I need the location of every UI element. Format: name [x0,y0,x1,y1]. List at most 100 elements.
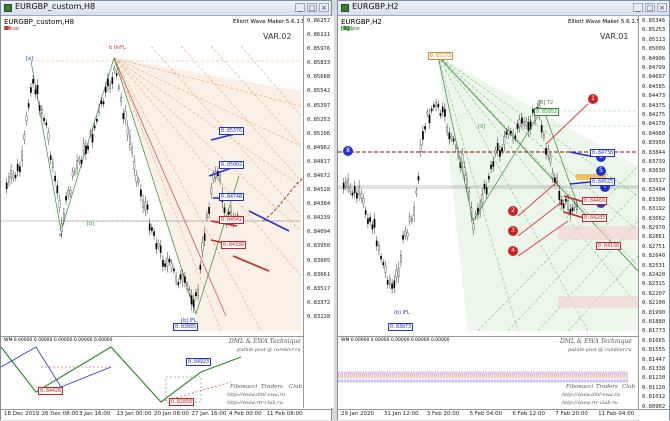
wave-label-button[interactable]: [XX] [341,26,353,32]
price-tick: 0.84528 [307,187,331,194]
wave-label-button[interactable]: [W] [341,26,351,32]
wave-label-button[interactable]: Minute [341,26,360,32]
sub-window[interactable]: WM 0.00000 0.00000 0.00000 0.00000 0.000… [1,336,303,410]
wave-label-button[interactable]: [3] [341,26,349,32]
candle-body [576,206,578,211]
wave-label-button[interactable]: [2] [341,26,349,32]
close-button[interactable]: × [657,3,667,12]
price-tick: 0.83517 [307,285,331,292]
wave-label-button[interactable]: E [4,26,8,32]
wave-label-button[interactable]: [X] [341,26,350,32]
wave-label-button[interactable]: [1] [341,26,349,32]
wave-label-button[interactable]: D [4,26,9,32]
variant-label: VAR.01 [600,32,629,41]
wave-label-button[interactable]: [5] [341,26,349,32]
wave-label-button[interactable]: 1 [4,26,8,32]
time-tick: 31 Jan 12:00 [383,411,419,417]
window-titlebar[interactable]: EURGBP_custom,H8 _ □ × [1,1,331,16]
price-box: 0.84138 [596,242,622,250]
wave-label-button[interactable]: [B] [341,26,350,32]
maximize-button[interactable]: □ [645,3,655,12]
wave-label-button[interactable]: [4] [341,26,349,32]
wave-label-button[interactable]: Minor [4,26,20,32]
candle-body [25,115,28,122]
chart-window-right[interactable]: EURGBP,H2 _ □ × [337,0,670,421]
wave-label-button[interactable]: [C] [341,26,350,32]
candle-body [175,275,177,282]
price-chart[interactable]: EURGBP,H2 Elliott Wave Maker 5.6.1.5 VAR… [338,16,669,421]
price-tick: 0.84672 [307,173,331,179]
candle-body [501,147,503,152]
candle-body [71,171,74,177]
candle-body [342,182,345,189]
maximize-button[interactable]: □ [307,3,317,12]
price-tick: 0.82315 [642,281,666,288]
wave-label-button[interactable]: 4 [4,26,8,32]
candle-body [547,149,550,156]
wave-label-button[interactable]: Y [4,26,8,32]
wave-marker-red[interactable]: 1 [588,94,598,104]
wave-marker-red[interactable]: 3 [508,226,518,236]
candle-body [74,170,76,174]
wave-label-button[interactable]: [E] [341,26,349,32]
wave-label-button[interactable]: [Y] [341,26,349,32]
candle-body [554,177,556,183]
trend-line-red[interactable] [113,57,227,317]
wave-label-button[interactable]: [D] [341,26,350,32]
chart-icon [4,4,12,12]
price-tick: 0.81230 [642,375,666,382]
candle-body [179,274,182,280]
candle-body [393,280,396,289]
time-axis[interactable]: 29 Jan 2020 31 Jan 12:00 3 Feb 20:00 5 Feb … [338,409,669,420]
wave-marker-blue[interactable]: 5 [596,166,606,176]
wave-label-button[interactable]: X [4,26,8,32]
wave-label-button[interactable]: Z [4,26,8,32]
sub-window-label: WM 0.00000 0.00000 0.00000 0.00000 0.000… [4,338,113,343]
chart-window-left[interactable]: EURGBP_custom,H8 _ □ × [0,0,334,420]
wave-label-button[interactable]: B [4,26,8,32]
wave-label-button[interactable]: [Z] [341,26,350,32]
candle-body [408,216,411,222]
wave-label-button[interactable]: A [4,26,8,32]
price-tick: 0.81447 [642,356,666,363]
close-button[interactable]: × [319,3,329,12]
price-axis[interactable]: 0.85346 0.85253 0.85113 0.85009 0.84906 0.847… [638,16,669,421]
candle-body [499,150,501,157]
price-chart[interactable]: EURGBP_custom,H8 Elliott Wave Maker 5.6.… [1,16,334,420]
wave-label-button[interactable]: [Z] [341,26,350,32]
time-axis[interactable]: 18 Dec 2019 26 Dec 08:00 3 Jan 16:00 13 Jan… [1,409,331,420]
wave-marker-blue[interactable]: 7 [600,182,610,192]
sub-window[interactable]: WM 0.00000 0.00000 0.00000 0.00000 0.000… [338,336,638,410]
chart-canvas[interactable] [338,16,638,336]
time-tick: 20 Jan 08:00 [154,411,189,417]
wave-label-button[interactable]: 2 [4,26,8,32]
candle-body [521,117,523,124]
price-tick: 0.84962 [307,144,331,151]
price-tick: 0.82970 [642,224,666,231]
candle-body [367,218,369,224]
price-tick: 0.83950 [642,140,666,147]
target-zone [576,174,606,180]
time-tick: 6 Feb 12:00 [512,411,546,417]
wave-label-button[interactable]: [A] [341,26,350,32]
chart-canvas[interactable] [1,16,303,336]
minimize-button[interactable]: _ [295,3,305,12]
minimize-button[interactable]: _ [633,3,643,12]
wave-marker-red[interactable]: 4 [508,246,518,256]
link-marker[interactable]: 8 [343,146,353,156]
wave-label-button[interactable]: Z [4,26,8,32]
price-box: 0.82858 [169,398,195,406]
wave-label-button[interactable]: W [4,26,10,32]
price-tick: 0.85113 [642,36,666,43]
candle-body [126,126,129,135]
wave-label-button[interactable]: 3 [4,26,8,32]
price-tick: 0.81338 [642,365,666,372]
price-axis[interactable]: 0.86257 0.86111 0.85976 0.85833 0.85688 0.855… [303,16,334,408]
wave-label-button[interactable]: C [4,26,8,32]
wave-label-button[interactable]: XX [4,26,12,32]
wave-marker-red[interactable]: 2 [508,206,518,216]
candle-body [113,68,116,71]
wave-label-button[interactable]: X [4,26,8,32]
window-titlebar[interactable]: EURGBP,H2 _ □ × [338,1,669,16]
wave-label-button[interactable]: 5 [4,26,8,32]
